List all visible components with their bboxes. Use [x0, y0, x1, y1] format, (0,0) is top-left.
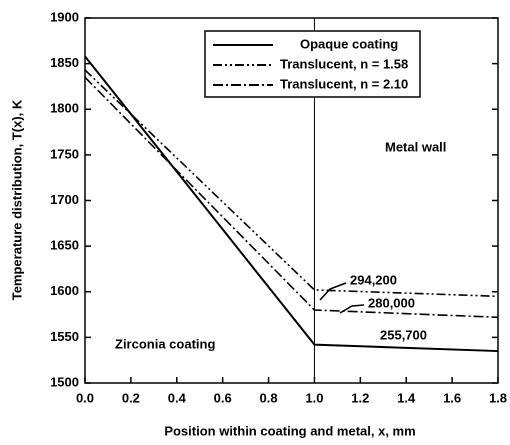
series-line	[84, 55, 499, 353]
legend-label: Opaque coating	[300, 36, 398, 51]
y-axis-label: Temperature distribution, T(x), K	[9, 99, 24, 300]
y-tick-label: 1650	[50, 238, 79, 253]
x-tick-label: 1.4	[397, 390, 416, 405]
y-tick-label: 1550	[50, 329, 79, 344]
annotation: Zirconia coating	[115, 336, 215, 351]
annotation-leader	[339, 304, 365, 314]
x-tick-label: 0.8	[260, 390, 278, 405]
annotation: 255,700	[380, 327, 427, 342]
y-tick-label: 1850	[50, 55, 79, 70]
series-line	[84, 76, 499, 319]
x-tick-label: 0.0	[76, 390, 94, 405]
annotation-leader	[319, 282, 347, 301]
y-tick-label: 1700	[50, 192, 79, 207]
y-tick-label: 1500	[50, 374, 79, 389]
annotation: 280,000	[368, 295, 415, 310]
x-tick-label: 1.8	[489, 390, 507, 405]
y-tick-label: 1900	[50, 9, 79, 24]
x-tick-label: 1.0	[305, 390, 323, 405]
annotation: Metal wall	[385, 139, 446, 154]
annotation: 294,200	[350, 272, 397, 287]
x-tick-label: 0.6	[214, 390, 232, 405]
legend-label: Translucent, n = 1.58	[280, 56, 408, 71]
y-tick-label: 1750	[50, 146, 79, 161]
legend-label: Translucent, n = 2.10	[280, 76, 408, 91]
x-tick-label: 0.2	[122, 390, 140, 405]
x-tick-label: 1.6	[443, 390, 461, 405]
series-line	[84, 69, 499, 298]
y-tick-label: 1800	[50, 101, 79, 116]
x-axis-label: Position within coating and metal, x, mm	[164, 423, 415, 438]
x-tick-label: 1.2	[351, 390, 369, 405]
y-tick-label: 1600	[50, 283, 79, 298]
x-tick-label: 0.4	[168, 390, 187, 405]
